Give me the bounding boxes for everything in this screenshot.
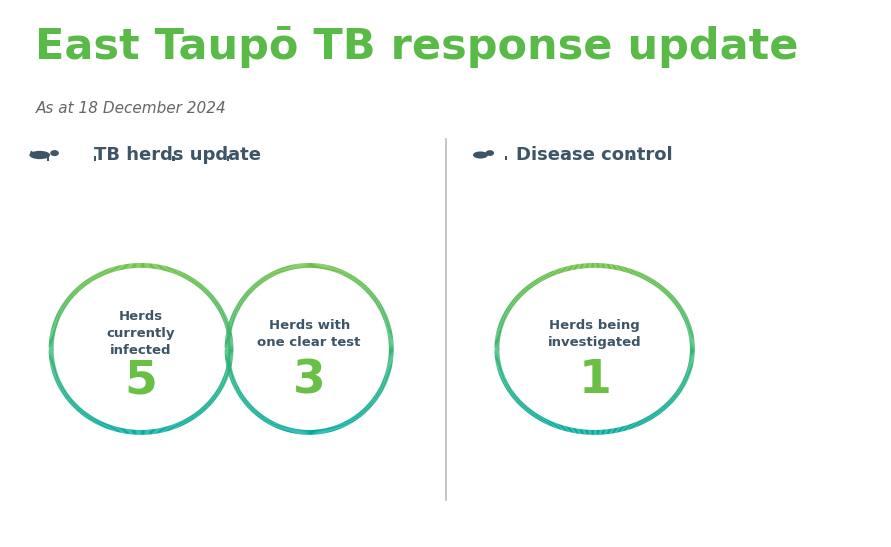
Text: Herds with
one clear test: Herds with one clear test [257,319,361,349]
Text: Herds
currently
infected: Herds currently infected [107,310,176,357]
Text: Herds being
investigated: Herds being investigated [548,319,642,349]
Polygon shape [47,156,49,161]
Text: TB herds update: TB herds update [94,146,261,164]
Text: East Taupō TB response update: East Taupō TB response update [36,26,799,68]
Polygon shape [94,156,96,161]
Text: 1: 1 [578,358,611,403]
Ellipse shape [486,150,494,156]
Text: As at 18 December 2024: As at 18 December 2024 [36,101,226,116]
Polygon shape [504,156,507,160]
Ellipse shape [30,151,33,155]
Text: 5: 5 [125,358,158,403]
Text: Disease control: Disease control [517,146,673,164]
Polygon shape [568,156,569,160]
Ellipse shape [29,151,50,159]
Polygon shape [227,156,229,161]
Text: 3: 3 [293,358,325,403]
Ellipse shape [50,150,59,156]
Polygon shape [630,156,633,160]
Ellipse shape [473,152,488,159]
Polygon shape [172,156,175,161]
